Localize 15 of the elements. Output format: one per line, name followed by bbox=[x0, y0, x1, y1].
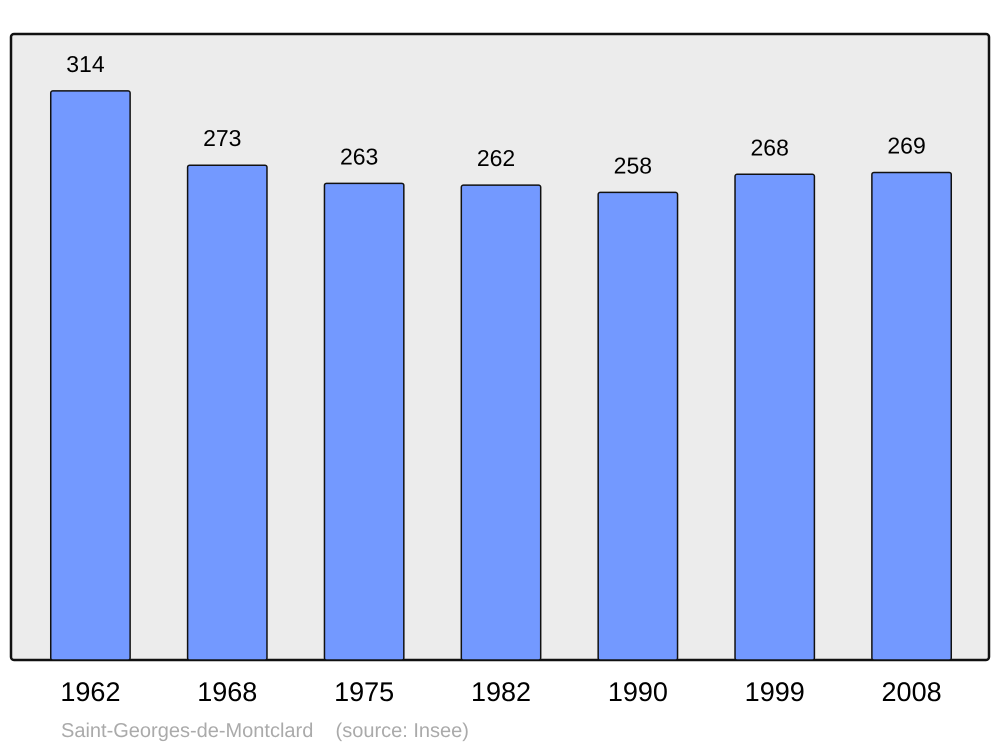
text: Saint-Georges-de-Montclard (source: Insee) bbox=[61, 720, 469, 742]
data-label: 262 bbox=[476, 145, 516, 172]
x-tick-label: 1962 bbox=[60, 677, 120, 708]
x-tick-label: 2008 bbox=[882, 677, 942, 708]
data-label: 314 bbox=[66, 50, 105, 77]
data-label: 273 bbox=[203, 125, 242, 152]
x-tick-label: 1990 bbox=[608, 677, 668, 708]
data-label: 258 bbox=[614, 152, 652, 178]
x-tick-label: 1982 bbox=[470, 677, 532, 708]
x-tick-label: 1968 bbox=[197, 677, 258, 708]
x-tick-label: 1999 bbox=[744, 677, 805, 708]
data-label: 269 bbox=[887, 132, 926, 158]
data-label: 263 bbox=[340, 143, 378, 170]
x-tick-label: 1975 bbox=[334, 677, 394, 708]
data-label: 268 bbox=[750, 134, 789, 160]
